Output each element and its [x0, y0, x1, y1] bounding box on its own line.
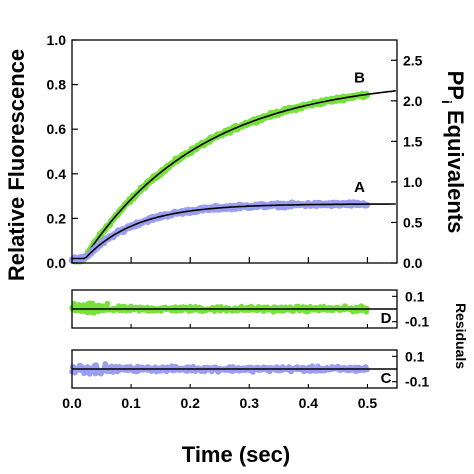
residual-frame-C	[71, 349, 398, 389]
residual-panel-D	[69, 300, 370, 316]
residual-tick-label: -0.1	[405, 314, 429, 330]
series-A	[68, 199, 396, 264]
fit-line-B	[72, 90, 396, 262]
curve-label-A: A	[354, 179, 365, 196]
y-right-tick-label: 1.5	[403, 133, 423, 149]
y-left-tick-label: 0.0	[47, 255, 67, 271]
y-axis-right-title: PPi Equivalents	[439, 71, 468, 234]
data-point-A	[363, 201, 371, 209]
data-layer	[68, 90, 396, 377]
x-tick-label: 0.4	[299, 395, 319, 411]
main-plot-frame	[71, 39, 398, 264]
x-tick-label: 0.0	[62, 395, 82, 411]
fit-line-A	[72, 203, 396, 260]
residual-frame-D	[71, 289, 398, 329]
y-axis-left-title: Relative Fluorescence	[4, 49, 29, 281]
y-axis-right-title-main: PP	[443, 71, 468, 100]
text-layer: Time (sec) Relative Fluorescence PPi Equ…	[4, 49, 469, 467]
x-tick-label: 0.1	[121, 395, 141, 411]
y-axis-right-title-suffix: Equivalents	[443, 104, 468, 234]
y-left-tick-label: 0.2	[47, 210, 67, 226]
residual-point-D	[71, 300, 77, 307]
residual-tick-label: -0.1	[405, 374, 429, 390]
x-tick-label: 0.2	[180, 395, 200, 411]
y-left-tick-label: 0.4	[47, 166, 67, 182]
residual-tick-label: 0.1	[405, 348, 425, 364]
y-axis-right-title-sub: i	[439, 100, 455, 104]
residual-point-D	[89, 300, 96, 307]
y-right-tick-label: 0.5	[403, 214, 423, 230]
residual-label-D: D	[381, 310, 392, 327]
y-right-tick-label: 2.5	[403, 52, 423, 68]
y-right-tick-label: 0.0	[403, 255, 423, 271]
residuals-title: Residuals	[453, 303, 469, 369]
x-tick-label: 0.5	[358, 395, 378, 411]
y-right-tick-label: 1.0	[403, 174, 423, 190]
y-left-tick-label: 0.6	[47, 121, 67, 137]
curve-label-B: B	[354, 69, 365, 86]
x-axis-title: Time (sec)	[182, 442, 290, 467]
x-tick-label: 0.3	[240, 395, 260, 411]
y-right-tick-label: 2.0	[403, 93, 423, 109]
y-left-tick-label: 1.0	[47, 32, 67, 48]
series-B	[68, 90, 396, 265]
axes-layer: B A 0.0 0.2 0.4 0.6 0.8 1.0 0.0 0.5 1.0 1.5 2.0 2.5 0.…	[47, 32, 430, 411]
residual-label-C: C	[381, 370, 392, 387]
residual-point-D	[104, 300, 111, 307]
residual-tick-label: 0.1	[405, 288, 425, 304]
y-left-tick-label: 0.8	[47, 77, 67, 93]
